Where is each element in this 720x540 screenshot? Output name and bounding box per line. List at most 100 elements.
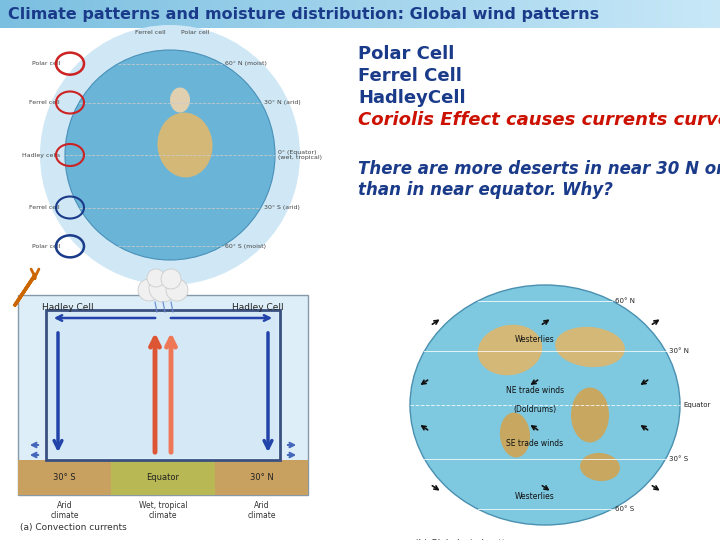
Bar (552, 0, 553, 28)
Bar (313, 0, 314, 28)
Bar (480, 0, 481, 28)
Bar (439, 0, 440, 28)
Bar (302, 0, 303, 28)
Bar (196, 0, 197, 28)
Bar (421, 0, 422, 28)
Bar (10, 0, 11, 28)
Bar (20, 0, 21, 28)
Ellipse shape (500, 413, 530, 457)
Bar (648, 0, 649, 28)
Bar (408, 0, 409, 28)
Bar (630, 0, 631, 28)
Bar (198, 0, 199, 28)
Bar (323, 0, 324, 28)
Bar (27, 0, 28, 28)
Bar (157, 0, 158, 28)
Bar (312, 0, 313, 28)
Bar (238, 0, 239, 28)
Bar (359, 0, 360, 28)
Bar (656, 0, 657, 28)
Bar (77, 0, 78, 28)
Bar (152, 0, 153, 28)
Bar (487, 0, 488, 28)
Bar (146, 0, 147, 28)
Ellipse shape (410, 285, 680, 525)
Bar (568, 0, 569, 28)
Bar (235, 0, 236, 28)
Bar (362, 0, 363, 28)
Bar (286, 0, 287, 28)
Bar (333, 0, 334, 28)
Bar (197, 0, 198, 28)
Bar (46, 310, 280, 460)
Bar (398, 0, 399, 28)
Bar (155, 0, 156, 28)
Bar (231, 0, 232, 28)
Bar (404, 0, 405, 28)
Text: Polar cell: Polar cell (32, 61, 60, 66)
Bar (219, 0, 220, 28)
Bar (112, 0, 113, 28)
Bar (195, 0, 196, 28)
Bar (464, 0, 465, 28)
Bar (537, 0, 538, 28)
Bar (314, 0, 315, 28)
Bar (627, 0, 628, 28)
Bar (509, 0, 510, 28)
Bar (140, 0, 141, 28)
Bar (114, 0, 115, 28)
Bar (24, 0, 25, 28)
Bar (646, 0, 647, 28)
Bar (684, 0, 685, 28)
Bar (373, 0, 374, 28)
Bar (548, 0, 549, 28)
Bar (626, 0, 627, 28)
Bar (698, 0, 699, 28)
Bar (411, 0, 412, 28)
Circle shape (147, 269, 165, 287)
Bar (433, 0, 434, 28)
Bar (49, 0, 50, 28)
Bar (9, 0, 10, 28)
Bar (123, 0, 124, 28)
Bar (304, 0, 305, 28)
Bar (655, 0, 656, 28)
Bar (256, 0, 257, 28)
Bar (82, 0, 83, 28)
Bar (227, 0, 228, 28)
Bar (85, 0, 86, 28)
Bar (705, 0, 706, 28)
Bar (549, 0, 550, 28)
Bar (490, 0, 491, 28)
Bar (461, 0, 462, 28)
Bar (554, 0, 555, 28)
Bar (641, 0, 642, 28)
Bar (62, 0, 63, 28)
Bar (217, 0, 218, 28)
Bar (35, 0, 36, 28)
Bar (435, 0, 436, 28)
Bar (349, 0, 350, 28)
Bar (447, 0, 448, 28)
Bar (528, 0, 529, 28)
Bar (702, 0, 703, 28)
Bar (591, 0, 592, 28)
Text: Wet, tropical
climate: Wet, tropical climate (139, 501, 187, 521)
Bar (46, 0, 47, 28)
Bar (118, 0, 119, 28)
Bar (258, 0, 259, 28)
Bar (192, 0, 193, 28)
Bar (346, 0, 347, 28)
Bar (377, 0, 378, 28)
Bar (614, 0, 615, 28)
Bar (539, 0, 540, 28)
Bar (563, 0, 564, 28)
Bar (67, 0, 68, 28)
Bar (611, 0, 612, 28)
Bar (462, 0, 463, 28)
Bar (355, 0, 356, 28)
Bar (588, 0, 589, 28)
Bar (172, 0, 173, 28)
Bar (609, 0, 610, 28)
Bar (427, 0, 428, 28)
